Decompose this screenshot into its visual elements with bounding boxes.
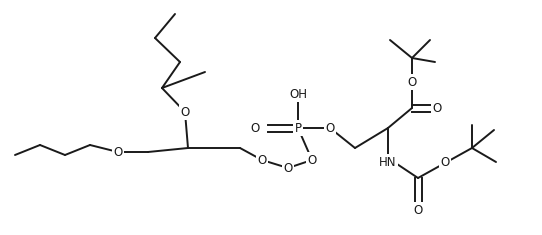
Text: O: O [408,75,417,89]
Text: O: O [433,102,442,114]
Text: O: O [441,157,450,169]
Text: HN: HN [379,156,397,168]
Text: O: O [307,153,317,167]
Text: O: O [414,204,423,216]
Text: O: O [180,106,190,118]
Text: O: O [257,153,267,167]
Text: O: O [250,121,260,134]
Text: P: P [294,121,301,134]
Text: OH: OH [289,87,307,101]
Text: O: O [325,121,334,134]
Text: O: O [113,145,122,158]
Text: O: O [283,161,293,175]
